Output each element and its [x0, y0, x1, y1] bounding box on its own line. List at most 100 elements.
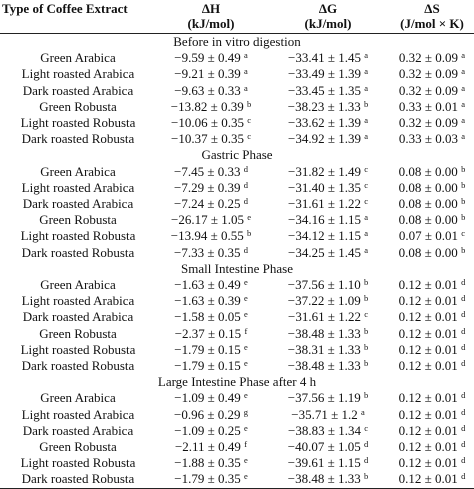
- significance-letter: e: [243, 422, 248, 433]
- delta-g-value-text: −38.31 ± 1.33: [287, 341, 361, 357]
- delta-g-value: −31.61 ± 1.22 c: [266, 309, 390, 325]
- delta-h-value: −7.45 ± 0.33 d: [156, 164, 266, 180]
- table-row: Green Robusta −13.82 ± 0.39 b −38.23 ± 1.3…: [0, 99, 474, 115]
- delta-h-value: −2.11 ± 0.49 f: [156, 439, 266, 455]
- delta-g-value: −34.12 ± 1.15 a: [266, 228, 390, 244]
- delta-g-value: −33.49 ± 1.39 a: [266, 66, 390, 82]
- extract-name: Green Robusta: [39, 325, 117, 341]
- delta-g-value-text: −33.45 ± 1.35: [288, 82, 361, 98]
- delta-h-value: −1.88 ± 0.35 e: [156, 455, 266, 471]
- delta-h-value: −2.37 ± 0.15 f: [156, 326, 266, 342]
- delta-h-value: −1.63 ± 0.39 e: [156, 293, 266, 309]
- significance-letter: c: [247, 131, 251, 142]
- delta-s-value-text: 0.12 ± 0.01: [398, 422, 458, 438]
- delta-s-value: 0.12 ± 0.01 d: [390, 390, 474, 406]
- delta-g-value: −38.31 ± 1.33 b: [266, 342, 390, 358]
- table-row: Light roasted Arabica −9.21 ± 0.39 a −33.4…: [0, 66, 474, 82]
- delta-g-value-text: −37.56 ± 1.10: [287, 277, 361, 293]
- delta-s-value-text: 0.07 ± 0.01: [398, 228, 459, 244]
- table-row: Green Arabica −1.09 ± 0.49 e −37.56 ± 1.19…: [0, 390, 474, 406]
- delta-g-value: −37.22 ± 1.09 b: [266, 293, 390, 309]
- table-row: Green Arabica −9.59 ± 0.49 a −33.41 ± 1.45…: [0, 50, 474, 66]
- delta-s-value: 0.32 ± 0.09 a: [390, 50, 474, 66]
- delta-g-value: −31.40 ± 1.35 c: [266, 180, 390, 196]
- table-row: Light roasted Robusta −1.79 ± 0.15 e −38.3…: [0, 342, 474, 358]
- delta-g-value-text: −31.61 ± 1.22: [288, 309, 361, 325]
- extract-name: Green Robusta: [39, 98, 117, 114]
- delta-s-value: 0.07 ± 0.01 c: [390, 228, 474, 244]
- delta-h-value-text: −9.21 ± 0.39: [174, 66, 241, 82]
- delta-h-value-text: −26.17 ± 1.05: [171, 212, 244, 228]
- delta-g-value-text: −33.41 ± 1.45: [288, 50, 361, 66]
- delta-g-value-text: −38.48 ± 1.33: [287, 471, 361, 487]
- delta-h-value: −1.79 ± 0.15 e: [156, 358, 266, 374]
- table-row: Dark roasted Arabica −7.24 ± 0.25 d −31.61…: [0, 196, 474, 212]
- delta-s-value-text: 0.08 ± 0.00: [398, 244, 458, 260]
- delta-h-value-text: −9.63 ± 0.33: [174, 82, 241, 98]
- delta-g-value-text: −34.92 ± 1.39: [288, 131, 361, 147]
- delta-h-value: −9.59 ± 0.49 a: [156, 50, 266, 66]
- significance-letter: b: [461, 212, 466, 223]
- extract-name: Green Arabica: [40, 277, 116, 293]
- delta-h-value: −7.24 ± 0.25 d: [156, 196, 266, 212]
- delta-h-value-text: −10.37 ± 0.35: [171, 131, 244, 147]
- significance-letter: a: [461, 115, 466, 126]
- delta-h-value: −1.09 ± 0.25 e: [156, 423, 266, 439]
- delta-s-value: 0.08 ± 0.00 b: [390, 245, 474, 261]
- delta-s-value: 0.12 ± 0.01 d: [390, 358, 474, 374]
- significance-letter: e: [243, 471, 248, 482]
- delta-g-value: −34.25 ± 1.45 a: [266, 245, 390, 261]
- significance-letter: d: [461, 390, 466, 401]
- significance-letter: a: [461, 66, 466, 77]
- significance-letter: d: [461, 341, 466, 352]
- delta-h-value: −1.58 ± 0.05 e: [156, 309, 266, 325]
- delta-h-value: −13.82 ± 0.39 b: [156, 99, 266, 115]
- significance-letter: c: [364, 163, 368, 174]
- delta-h-value-text: −7.24 ± 0.25: [174, 196, 241, 212]
- significance-letter: b: [461, 163, 466, 174]
- significance-letter: a: [364, 131, 368, 142]
- delta-s-value-text: 0.12 ± 0.01: [398, 358, 458, 374]
- delta-s-value-text: 0.12 ± 0.01: [398, 471, 458, 487]
- section-title: Before in vitro digestion: [173, 34, 301, 49]
- delta-s-value-text: 0.33 ± 0.03: [398, 131, 459, 147]
- delta-h-value-text: −1.63 ± 0.49: [174, 277, 241, 293]
- delta-g-value-text: −37.22 ± 1.09: [287, 293, 361, 309]
- delta-h-value-text: −2.11 ± 0.49: [174, 439, 241, 455]
- delta-s-value: 0.12 ± 0.01 d: [390, 439, 474, 455]
- significance-letter: a: [364, 50, 368, 61]
- significance-letter: f: [244, 325, 248, 336]
- section-row: Small Intestine Phase: [0, 261, 474, 277]
- significance-letter: a: [461, 82, 466, 93]
- extract-name: Dark roasted Arabica: [22, 309, 134, 325]
- delta-h-value-text: −1.79 ± 0.15: [174, 358, 241, 374]
- significance-letter: a: [360, 406, 365, 417]
- table-row: Dark roasted Arabica −1.58 ± 0.05 e −31.61…: [0, 309, 474, 325]
- delta-s-value-text: 0.12 ± 0.01: [398, 455, 458, 471]
- significance-letter: d: [243, 244, 248, 255]
- delta-g-value: −37.56 ± 1.19 b: [266, 390, 390, 406]
- extract-name: Dark roasted Arabica: [22, 196, 134, 212]
- section-row: Gastric Phase: [0, 147, 474, 163]
- delta-g-value: −34.92 ± 1.39 a: [266, 131, 390, 147]
- delta-h-value-text: −1.58 ± 0.05: [174, 309, 241, 325]
- delta-h-value: −7.29 ± 0.39 d: [156, 180, 266, 196]
- extract-name: Light roasted Robusta: [20, 455, 136, 471]
- delta-h-value: −9.63 ± 0.33 a: [156, 83, 266, 99]
- significance-letter: d: [243, 196, 248, 207]
- significance-letter: a: [364, 66, 368, 77]
- extract-name: Light roasted Robusta: [20, 115, 136, 131]
- delta-g-value: −38.48 ± 1.33 b: [266, 471, 390, 489]
- delta-g-value: −38.23 ± 1.33 b: [266, 99, 390, 115]
- delta-s-value-text: 0.32 ± 0.09: [398, 66, 459, 82]
- delta-g-value: −33.45 ± 1.35 a: [266, 83, 390, 99]
- delta-g-value: −38.48 ± 1.33 b: [266, 358, 390, 374]
- delta-g-value-text: −34.25 ± 1.45: [288, 244, 361, 260]
- delta-s-value-text: 0.12 ± 0.01: [398, 309, 458, 325]
- significance-letter: d: [363, 439, 369, 450]
- extract-name: Dark roasted Robusta: [21, 358, 135, 374]
- table-row: Green Robusta −2.37 ± 0.15 f −38.48 ± 1.33…: [0, 326, 474, 342]
- delta-s-value-text: 0.32 ± 0.09: [398, 82, 459, 98]
- significance-letter: a: [364, 244, 368, 255]
- section-title: Large Intestine Phase after 4 h: [157, 374, 317, 390]
